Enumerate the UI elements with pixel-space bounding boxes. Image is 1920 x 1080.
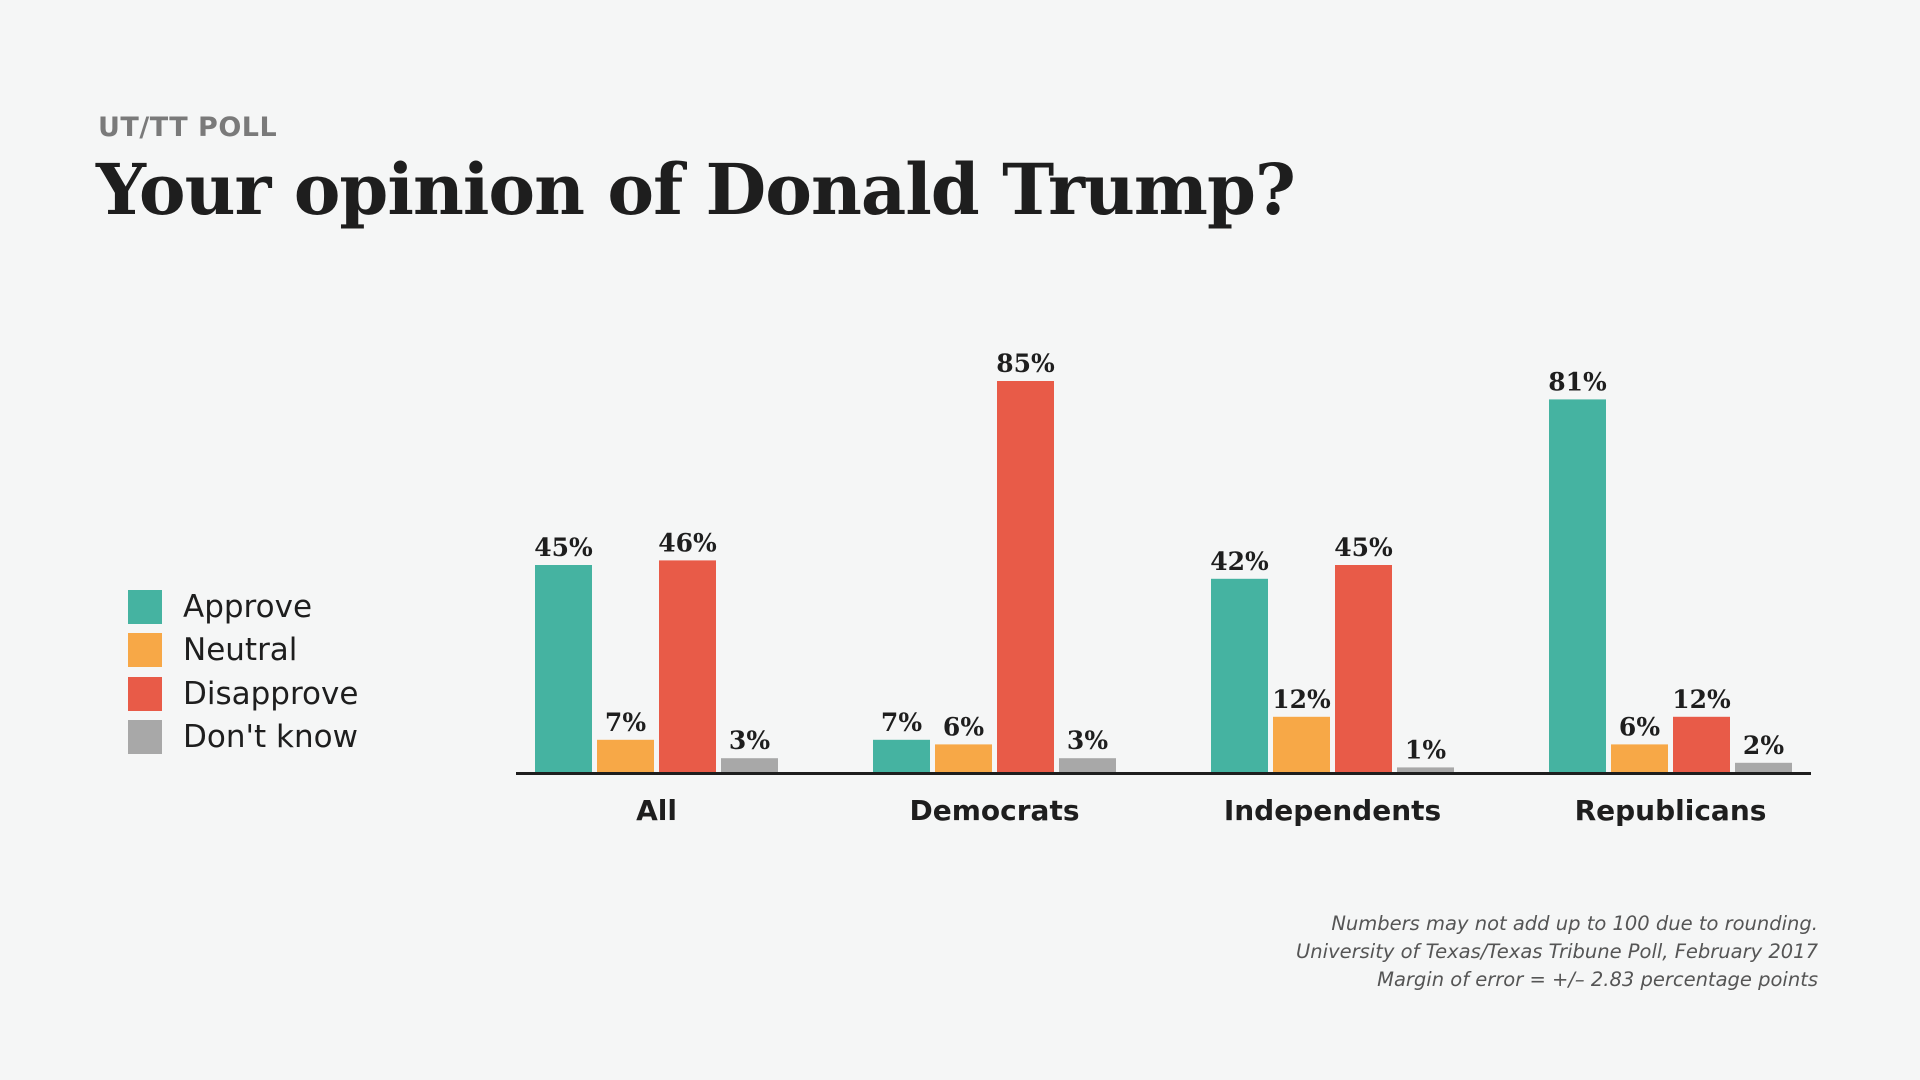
data-label-republicans-don-t-know: 2% — [1743, 731, 1784, 760]
bar-democrats-neutral — [935, 744, 992, 772]
data-label-all-approve: 45% — [534, 533, 593, 562]
data-label-democrats-approve: 7% — [881, 708, 922, 737]
bar-independents-approve — [1211, 578, 1268, 772]
bar-all-don-t-know — [721, 758, 778, 772]
note-rounding: Numbers may not add up to 100 due to rou… — [1331, 912, 1818, 935]
bar-independents-neutral — [1273, 716, 1330, 772]
bar-democrats-approve — [873, 739, 930, 772]
category-label-democrats: Democrats — [910, 794, 1080, 827]
data-label-republicans-neutral: 6% — [1619, 712, 1660, 741]
chart-kicker: UT/TT POLL — [98, 112, 278, 143]
chart-notes: Numbers may not add up to 100 due to rou… — [1296, 910, 1818, 994]
bar-republicans-don-t-know — [1735, 762, 1792, 772]
data-label-democrats-disapprove: 85% — [996, 349, 1055, 378]
category-label-independents: Independents — [1224, 794, 1441, 827]
bar-republicans-neutral — [1611, 744, 1668, 772]
data-label-all-neutral: 7% — [605, 708, 646, 737]
bar-republicans-disapprove — [1673, 716, 1730, 772]
legend-label-disapprove: Disapprove — [183, 675, 359, 712]
data-label-democrats-don-t-know: 3% — [1067, 726, 1108, 755]
legend-label-dont-know: Don't know — [183, 719, 358, 756]
data-label-independents-don-t-know: 1% — [1405, 735, 1446, 764]
legend-item-disapprove: Disapprove — [128, 672, 358, 716]
legend-item-neutral: Neutral — [128, 629, 358, 673]
bar-all-disapprove — [659, 560, 716, 772]
chart-title: Your opinion of Donald Trump? — [96, 148, 1296, 231]
data-label-republicans-approve: 81% — [1548, 367, 1607, 396]
data-label-all-disapprove: 46% — [658, 528, 717, 557]
data-label-democrats-neutral: 6% — [943, 712, 984, 741]
legend-label-approve: Approve — [183, 588, 313, 625]
legend-swatch-disapprove — [128, 676, 162, 711]
legend-item-approve: Approve — [128, 585, 358, 629]
legend-swatch-neutral — [128, 633, 162, 668]
bar-all-neutral — [597, 739, 654, 772]
bar-democrats-disapprove — [997, 381, 1054, 772]
data-label-independents-disapprove: 45% — [1334, 533, 1393, 562]
note-source: University of Texas/Texas Tribune Poll, … — [1296, 940, 1818, 963]
bar-democrats-don-t-know — [1059, 758, 1116, 772]
legend-item-dont-know: Don't know — [128, 716, 358, 760]
bar-all-approve — [535, 565, 592, 772]
legend-swatch-approve — [128, 589, 162, 624]
bar-independents-don-t-know — [1397, 767, 1454, 772]
legend-swatch-dont-know — [128, 720, 162, 755]
category-label-all: All — [636, 794, 677, 827]
note-margin-of-error: Margin of error = +/– 2.83 percentage po… — [1377, 968, 1818, 991]
bar-republicans-approve — [1549, 399, 1606, 772]
data-label-all-don-t-know: 3% — [729, 726, 770, 755]
legend-label-neutral: Neutral — [183, 632, 298, 669]
data-label-republicans-disapprove: 12% — [1672, 685, 1731, 714]
bar-independents-disapprove — [1335, 565, 1392, 772]
category-label-republicans: Republicans — [1575, 794, 1767, 827]
legend: Approve Neutral Disapprove Don't know — [128, 585, 358, 759]
data-label-independents-neutral: 12% — [1272, 685, 1331, 714]
data-label-independents-approve: 42% — [1210, 547, 1269, 576]
